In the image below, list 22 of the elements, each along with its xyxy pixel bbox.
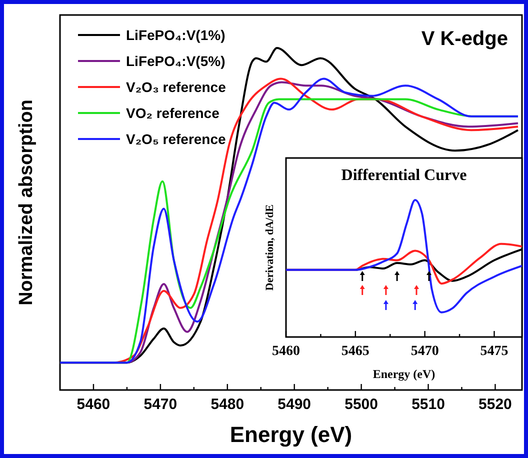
legend-label: VO₂ reference [126,105,220,121]
legend-label: LiFePO₄:V(1%) [126,27,226,43]
x-tick-label: 5475 [480,344,508,359]
legend-label: V₂O₅ reference [126,131,226,147]
x-tick-label: 5470 [410,344,439,359]
x-tick-label: 5490 [278,396,312,413]
y-axis-title: Normalized absorption [16,100,37,306]
legend-label: LiFePO₄:V(5%) [126,53,226,69]
x-axis-title: Energy (eV) [372,367,436,381]
x-tick-label: 5510 [412,396,445,413]
x-tick-label: 5460 [272,344,300,359]
x-tick-label: 5460 [76,396,110,413]
y-axis-title: Derivation, dA/dE [264,204,276,291]
legend-label: V₂O₃ reference [126,79,226,95]
x-tick-label: 5480 [210,396,244,413]
x-tick-label: 5520 [478,396,512,413]
x-axis-title: Energy (eV) [230,422,352,447]
x-tick-label: 5500 [344,396,378,413]
chart-title: V K-edge [421,28,508,50]
x-tick-label: 5470 [144,396,178,413]
x-tick-label: 5465 [341,344,370,359]
chart-title: Differential Curve [341,167,467,184]
